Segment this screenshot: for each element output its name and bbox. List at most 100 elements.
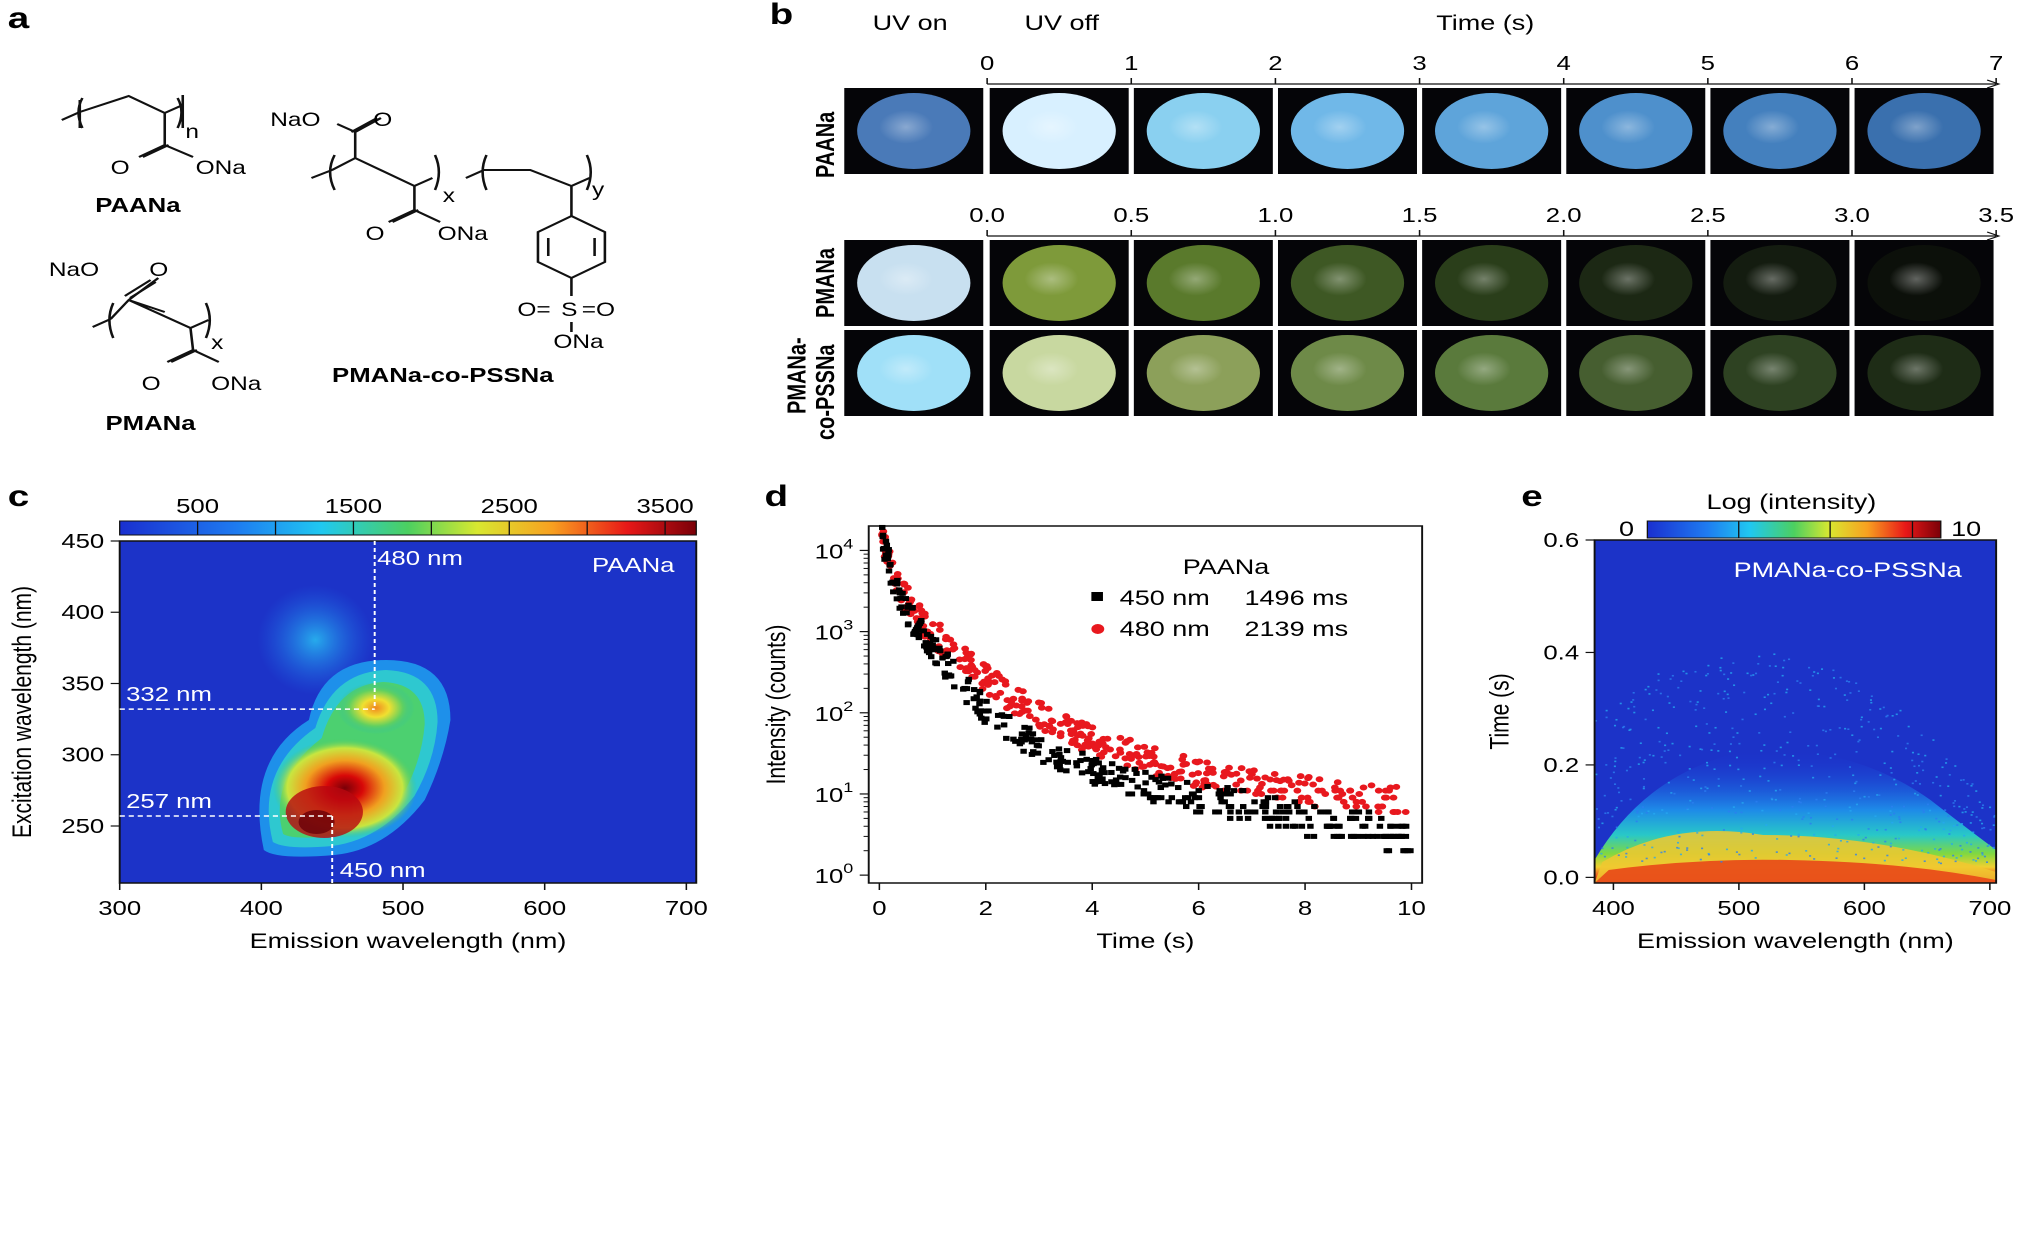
paana-n: n: [185, 121, 199, 143]
point-450: [1402, 833, 1410, 839]
row-label-pmana-co-1: PMANa-: [782, 337, 811, 414]
legend-450-wl: 450 nm: [1120, 587, 1210, 610]
point-450: [1326, 823, 1333, 829]
point-450: [1063, 768, 1070, 774]
point-450: [1177, 799, 1184, 805]
point-450: [1021, 724, 1028, 730]
point-450: [972, 705, 979, 711]
point-450: [1365, 809, 1373, 815]
point-450: [883, 542, 891, 548]
point-450: [1033, 737, 1040, 743]
point-450: [1239, 804, 1247, 810]
point-450: [1330, 815, 1337, 821]
point-450: [1027, 736, 1035, 742]
point-450: [896, 605, 903, 611]
copoly-name: PMANa-co-PSSNa: [332, 364, 554, 387]
point-480: [1300, 780, 1309, 787]
point-450: [1323, 809, 1330, 815]
point-450: [1157, 795, 1165, 801]
point-450: [1016, 741, 1024, 747]
point-450: [1094, 774, 1102, 780]
point-450: [1101, 770, 1108, 776]
point-480: [1001, 678, 1010, 685]
annot-257: 257 nm: [126, 790, 212, 813]
point-450: [1144, 791, 1152, 797]
top-axis-tick-label: 7: [1989, 52, 2003, 75]
point-450: [1276, 815, 1283, 821]
point-480: [1009, 695, 1018, 702]
point-480: [1062, 713, 1070, 720]
copoly-so-right: =O: [582, 299, 615, 321]
point-450: [1365, 833, 1372, 839]
point-450: [1291, 799, 1298, 805]
point-450: [1282, 823, 1290, 829]
point-450: [1006, 714, 1013, 720]
point-450: [1235, 809, 1243, 815]
point-450: [1040, 759, 1047, 765]
paana-o: O: [111, 157, 130, 179]
point-450: [1146, 795, 1154, 801]
point-450: [1028, 751, 1036, 757]
paana-structure: [61, 94, 194, 158]
point-480: [1346, 787, 1355, 794]
point-450: [1407, 848, 1414, 854]
point-450: [902, 596, 910, 602]
point-450: [1243, 809, 1251, 815]
row-label-paana: PAANa: [811, 112, 840, 178]
point-450: [890, 589, 897, 595]
point-450: [1055, 746, 1063, 752]
point-480: [983, 677, 992, 684]
legend-title-d: PAANa: [1183, 556, 1270, 579]
point-480: [1145, 753, 1154, 760]
point-480: [929, 621, 937, 628]
point-450: [1279, 809, 1286, 815]
point-450: [1057, 767, 1064, 773]
point-450: [1003, 735, 1010, 741]
point-450: [1090, 771, 1097, 777]
point-450: [998, 712, 1006, 718]
point-450: [941, 670, 948, 676]
point-450: [1347, 815, 1354, 821]
annot-332: 332 nm: [126, 683, 212, 706]
point-480: [1236, 777, 1245, 784]
point-450: [950, 658, 957, 664]
point-480: [1367, 782, 1376, 789]
x-tick-label-d: 2: [979, 897, 993, 920]
top-axis-tick-label: 4: [1557, 52, 1572, 75]
point-480: [915, 603, 924, 610]
point-450: [879, 546, 887, 552]
colorbar-c: [119, 520, 697, 536]
point-450: [1064, 759, 1071, 765]
point-480: [1293, 787, 1302, 794]
point-450: [1374, 833, 1381, 839]
point-480: [1111, 753, 1120, 760]
sample-highlight: [1733, 255, 1811, 303]
x-tick-label-e: 500: [1717, 897, 1760, 920]
point-450: [897, 595, 904, 601]
point-450: [1389, 833, 1397, 839]
point-450: [1083, 756, 1090, 762]
point-480: [1382, 794, 1391, 801]
point-480: [904, 584, 912, 591]
point-480: [1204, 765, 1213, 772]
time-label: Time (s): [1436, 12, 1534, 35]
point-450: [1037, 737, 1045, 743]
point-480: [1339, 798, 1348, 805]
point-450: [905, 621, 912, 627]
point-480: [1146, 761, 1154, 768]
point-450: [1078, 770, 1086, 776]
point-450: [1116, 774, 1124, 780]
point-450: [1140, 791, 1147, 797]
point-450: [895, 587, 903, 593]
point-480: [1015, 710, 1024, 717]
point-450: [963, 700, 970, 706]
point-480: [1056, 733, 1065, 740]
point-450: [1301, 809, 1308, 815]
point-450: [1336, 833, 1343, 839]
point-480: [1245, 768, 1254, 775]
point-480: [1386, 784, 1395, 791]
mid-axis-tick-label: 0.0: [969, 204, 1005, 227]
point-450: [983, 698, 990, 704]
point-450: [1095, 760, 1102, 766]
point-450: [914, 626, 921, 632]
